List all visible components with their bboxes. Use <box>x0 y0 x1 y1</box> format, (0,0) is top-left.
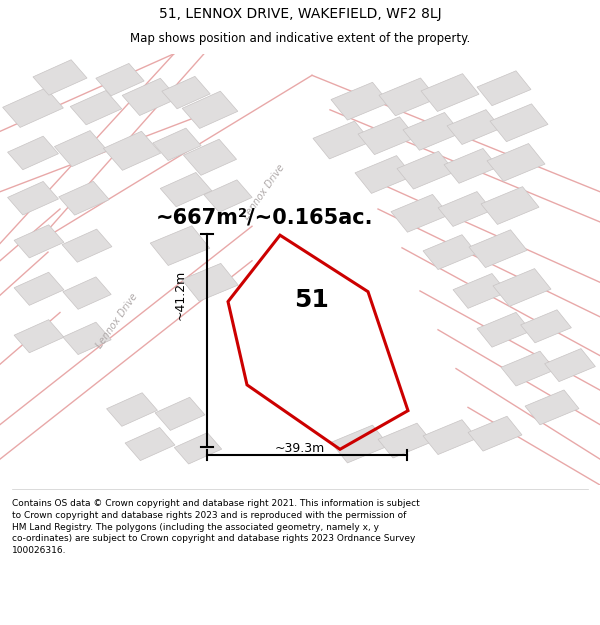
Polygon shape <box>481 187 539 224</box>
Polygon shape <box>355 156 413 193</box>
Text: ~41.2m: ~41.2m <box>173 270 187 321</box>
Text: Lennox Drive: Lennox Drive <box>94 292 140 351</box>
Polygon shape <box>331 425 389 463</box>
Polygon shape <box>313 121 371 159</box>
Polygon shape <box>477 71 531 106</box>
Polygon shape <box>493 269 551 306</box>
Polygon shape <box>107 392 157 426</box>
Polygon shape <box>447 109 501 144</box>
Polygon shape <box>184 139 236 175</box>
Polygon shape <box>14 319 64 352</box>
Text: ~39.3m: ~39.3m <box>275 442 325 455</box>
Polygon shape <box>469 230 527 268</box>
Polygon shape <box>103 131 161 171</box>
Polygon shape <box>379 78 437 116</box>
Polygon shape <box>155 398 205 431</box>
Polygon shape <box>8 136 58 170</box>
Polygon shape <box>63 277 111 309</box>
Polygon shape <box>96 63 144 96</box>
Polygon shape <box>525 390 579 425</box>
Polygon shape <box>182 91 238 129</box>
Polygon shape <box>125 428 175 461</box>
Polygon shape <box>8 181 58 215</box>
Polygon shape <box>501 351 555 386</box>
Polygon shape <box>444 149 498 183</box>
Polygon shape <box>331 82 389 120</box>
Polygon shape <box>477 312 531 347</box>
Polygon shape <box>182 263 238 301</box>
Polygon shape <box>545 349 595 382</box>
Text: Lennox Drive: Lennox Drive <box>241 162 287 221</box>
Polygon shape <box>403 112 461 150</box>
Polygon shape <box>175 432 221 464</box>
Text: Contains OS data © Crown copyright and database right 2021. This information is : Contains OS data © Crown copyright and d… <box>12 499 420 555</box>
Polygon shape <box>423 420 477 454</box>
Polygon shape <box>358 117 416 154</box>
Polygon shape <box>14 225 64 258</box>
Text: ~667m²/~0.165ac.: ~667m²/~0.165ac. <box>155 208 373 227</box>
Polygon shape <box>14 272 64 306</box>
Polygon shape <box>490 104 548 142</box>
Polygon shape <box>468 416 522 451</box>
Polygon shape <box>162 76 210 109</box>
Polygon shape <box>55 131 107 167</box>
Polygon shape <box>59 181 109 215</box>
Polygon shape <box>150 226 210 266</box>
Polygon shape <box>160 173 212 207</box>
Polygon shape <box>391 194 449 232</box>
Polygon shape <box>421 74 479 111</box>
Polygon shape <box>63 322 111 354</box>
Polygon shape <box>521 310 571 342</box>
Polygon shape <box>378 423 432 458</box>
Polygon shape <box>487 144 545 181</box>
Polygon shape <box>122 78 178 116</box>
Polygon shape <box>438 192 492 226</box>
Polygon shape <box>62 229 112 262</box>
Text: 51: 51 <box>295 288 329 311</box>
Text: Map shows position and indicative extent of the property.: Map shows position and indicative extent… <box>130 32 470 45</box>
Polygon shape <box>204 180 252 213</box>
Polygon shape <box>153 128 201 161</box>
Polygon shape <box>397 151 455 189</box>
Polygon shape <box>70 91 122 125</box>
Polygon shape <box>33 60 87 95</box>
Text: 51, LENNOX DRIVE, WAKEFIELD, WF2 8LJ: 51, LENNOX DRIVE, WAKEFIELD, WF2 8LJ <box>158 7 442 21</box>
Polygon shape <box>423 235 477 269</box>
Polygon shape <box>453 274 507 308</box>
Polygon shape <box>2 88 64 127</box>
